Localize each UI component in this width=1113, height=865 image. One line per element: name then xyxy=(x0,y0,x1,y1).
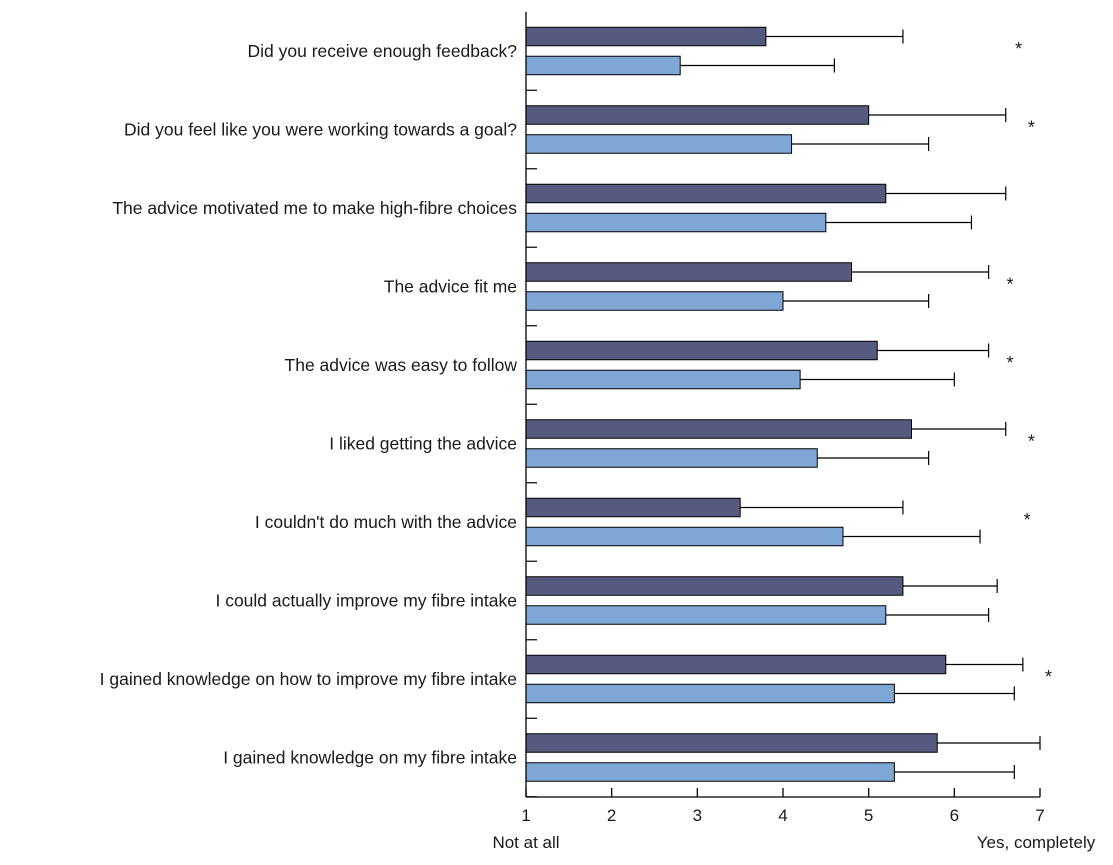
bar-series-1 xyxy=(525,105,870,125)
x-anchor-label-high: Yes, completely xyxy=(977,833,1096,852)
significance-marker: * xyxy=(1015,39,1022,59)
x-tick-label: 6 xyxy=(950,806,959,825)
bar-series-2 xyxy=(525,762,895,782)
category-label: I liked getting the advice xyxy=(329,434,517,454)
bar-series-2 xyxy=(525,212,827,233)
bar-series-2 xyxy=(525,134,793,154)
bar-series-1 xyxy=(525,340,878,361)
significance-marker: * xyxy=(1028,432,1035,452)
x-anchor-label-low: Not at all xyxy=(492,833,559,852)
bar-series-1 xyxy=(525,576,904,596)
category-label: I could actually improve my fibre intake xyxy=(215,591,517,611)
category-label: The advice fit me xyxy=(384,277,517,297)
significance-marker: * xyxy=(1028,118,1035,138)
category-label: Did you receive enough feedback? xyxy=(248,41,518,61)
bar-series-1 xyxy=(525,419,912,439)
bar-series-1 xyxy=(525,654,947,675)
x-tick-label: 2 xyxy=(607,806,616,825)
significance-marker: * xyxy=(1045,667,1052,687)
bar-series-2 xyxy=(525,605,887,625)
bar-series-2 xyxy=(525,291,784,311)
x-tick-label: 4 xyxy=(778,806,787,825)
bar-series-2 xyxy=(525,55,681,76)
bar-series-2 xyxy=(525,683,895,704)
bar-series-1 xyxy=(525,497,741,518)
category-label: The advice was easy to follow xyxy=(285,355,518,375)
significance-marker: * xyxy=(1024,510,1031,530)
bar-series-2 xyxy=(525,526,844,547)
bar-series-2 xyxy=(525,448,818,468)
category-label: Did you feel like you were working towar… xyxy=(124,120,517,140)
x-tick-label: 1 xyxy=(521,806,530,825)
bar-series-1 xyxy=(525,733,938,753)
significance-marker: * xyxy=(1007,353,1014,373)
bar-series-1 xyxy=(525,26,767,47)
significance-marker: * xyxy=(1007,275,1014,295)
x-tick-label: 5 xyxy=(864,806,873,825)
bar-series-1 xyxy=(525,183,887,204)
category-label: The advice motivated me to make high-fib… xyxy=(112,198,517,218)
bar-series-2 xyxy=(525,369,801,390)
x-tick-label: 3 xyxy=(693,806,702,825)
category-label: I gained knowledge on how to improve my … xyxy=(100,669,517,689)
x-tick-label: 7 xyxy=(1035,806,1044,825)
category-label: I couldn't do much with the advice xyxy=(255,512,517,532)
bar-series-1 xyxy=(525,262,853,282)
category-label: I gained knowledge on my fibre intake xyxy=(223,748,517,768)
